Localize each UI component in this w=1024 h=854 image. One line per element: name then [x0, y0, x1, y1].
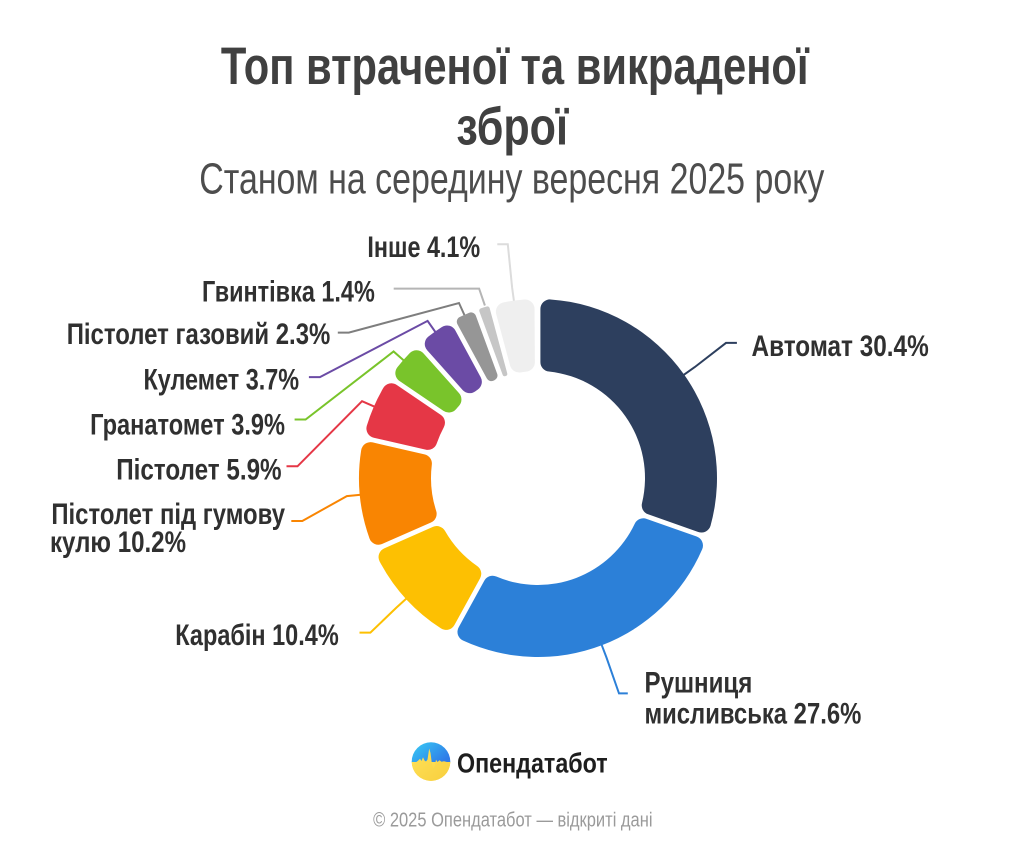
svg-text:Кулемет 3.7%: Кулемет 3.7% — [144, 364, 300, 397]
svg-text:Опендатабот: Опендатабот — [457, 748, 608, 779]
svg-text:мисливська 27.6%: мисливська 27.6% — [645, 697, 862, 730]
svg-text:Топ втраченої та викраденої: Топ втраченої та викраденої — [221, 37, 810, 96]
svg-text:Інше 4.1%: Інше 4.1% — [367, 231, 480, 264]
svg-text:Автомат 30.4%: Автомат 30.4% — [752, 330, 929, 363]
svg-text:зброї: зброї — [456, 98, 569, 157]
svg-text:© 2025 Опендатабот — відкриті: © 2025 Опендатабот — відкриті дані — [373, 810, 652, 832]
svg-text:Пістолет газовий 2.3%: Пістолет газовий 2.3% — [67, 318, 331, 351]
svg-text:Гвинтівка 1.4%: Гвинтівка 1.4% — [202, 275, 375, 308]
svg-text:кулю 10.2%: кулю 10.2% — [50, 526, 186, 559]
svg-text:Рушниця: Рушниця — [645, 667, 753, 700]
svg-text:Гранатомет 3.9%: Гранатомет 3.9% — [90, 408, 285, 441]
svg-text:Пістолет 5.9%: Пістолет 5.9% — [116, 454, 281, 487]
svg-text:Карабін 10.4%: Карабін 10.4% — [175, 619, 338, 652]
svg-text:Пістолет під гумову: Пістолет під гумову — [51, 498, 285, 531]
svg-text:Станом на середину вересня 202: Станом на середину вересня 2025 року — [199, 155, 824, 204]
